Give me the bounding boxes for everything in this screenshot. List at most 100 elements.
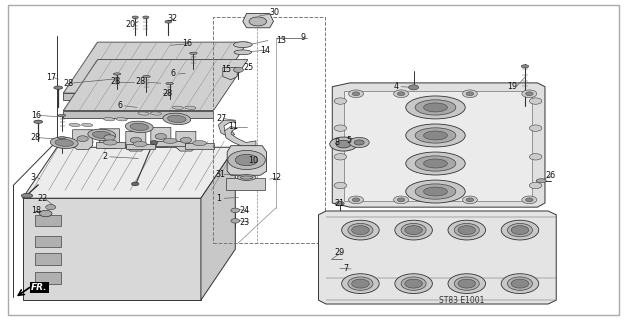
Text: 16: 16 [31, 111, 41, 120]
Circle shape [466, 92, 473, 96]
Text: FR.: FR. [31, 283, 48, 292]
Text: 9: 9 [301, 33, 306, 42]
Text: 6: 6 [171, 69, 176, 78]
Polygon shape [151, 127, 171, 147]
Text: 31: 31 [216, 170, 226, 179]
Circle shape [352, 198, 360, 202]
Text: 18: 18 [31, 206, 41, 215]
Ellipse shape [415, 100, 456, 115]
Circle shape [352, 226, 369, 235]
Circle shape [180, 137, 191, 143]
Text: 28: 28 [63, 79, 73, 88]
Text: 24: 24 [240, 206, 250, 215]
Ellipse shape [455, 277, 479, 290]
Bar [35, 236, 61, 247]
Text: 7: 7 [344, 264, 349, 274]
Bar [35, 215, 61, 226]
Ellipse shape [163, 113, 191, 124]
Polygon shape [201, 147, 235, 300]
Ellipse shape [138, 112, 149, 115]
Ellipse shape [233, 42, 252, 48]
Polygon shape [223, 68, 237, 80]
Ellipse shape [424, 103, 448, 112]
Circle shape [511, 279, 529, 288]
Ellipse shape [143, 76, 150, 78]
Ellipse shape [406, 96, 465, 119]
Ellipse shape [395, 220, 433, 240]
Text: 8: 8 [335, 138, 340, 147]
Ellipse shape [249, 17, 266, 26]
Ellipse shape [237, 175, 256, 180]
Circle shape [525, 92, 533, 96]
Ellipse shape [50, 137, 78, 148]
Circle shape [150, 140, 158, 144]
Text: 10: 10 [248, 156, 258, 164]
Circle shape [354, 140, 364, 145]
Circle shape [352, 92, 360, 96]
Bar [213, 17, 325, 243]
Circle shape [394, 196, 409, 204]
Polygon shape [218, 120, 235, 137]
Text: 13: 13 [276, 36, 286, 45]
Text: 29: 29 [335, 248, 345, 257]
Ellipse shape [113, 73, 121, 75]
Ellipse shape [55, 139, 73, 146]
Circle shape [466, 198, 473, 202]
Text: 2: 2 [103, 152, 108, 161]
Ellipse shape [58, 114, 66, 116]
Ellipse shape [58, 137, 66, 139]
Ellipse shape [415, 128, 456, 143]
Text: 16: 16 [182, 39, 192, 48]
Text: 32: 32 [168, 14, 178, 23]
Ellipse shape [342, 274, 379, 293]
Circle shape [525, 198, 533, 202]
Text: 23: 23 [240, 218, 250, 227]
Circle shape [330, 137, 357, 151]
Ellipse shape [88, 129, 115, 140]
Ellipse shape [172, 106, 184, 109]
Polygon shape [224, 126, 256, 147]
Circle shape [349, 196, 364, 204]
Text: 3: 3 [31, 173, 36, 182]
Ellipse shape [34, 120, 43, 123]
Polygon shape [63, 60, 248, 111]
Text: 22: 22 [37, 194, 47, 203]
Circle shape [132, 182, 139, 186]
Circle shape [77, 136, 88, 141]
Circle shape [405, 279, 423, 288]
Ellipse shape [424, 187, 448, 196]
Ellipse shape [401, 277, 426, 290]
Circle shape [334, 154, 347, 160]
Bar [35, 253, 61, 265]
Text: 28: 28 [31, 133, 41, 142]
Circle shape [334, 125, 347, 131]
Ellipse shape [240, 176, 253, 179]
Ellipse shape [406, 180, 465, 203]
Circle shape [130, 137, 142, 143]
Circle shape [231, 219, 240, 223]
Ellipse shape [507, 277, 532, 290]
Circle shape [334, 98, 347, 104]
Polygon shape [156, 141, 184, 146]
Ellipse shape [415, 156, 456, 171]
Ellipse shape [185, 106, 196, 109]
Circle shape [405, 226, 423, 235]
Circle shape [462, 90, 477, 98]
Ellipse shape [125, 121, 153, 132]
Circle shape [394, 90, 409, 98]
Circle shape [336, 140, 351, 148]
Circle shape [231, 208, 240, 212]
Circle shape [233, 67, 243, 72]
Circle shape [522, 196, 537, 204]
Circle shape [40, 210, 52, 217]
Ellipse shape [424, 159, 448, 168]
Text: 11: 11 [228, 122, 238, 131]
Text: 28: 28 [110, 77, 120, 86]
Bar [226, 178, 265, 190]
Ellipse shape [501, 274, 539, 293]
Text: 28: 28 [162, 89, 172, 98]
Ellipse shape [501, 220, 539, 240]
Circle shape [228, 150, 265, 170]
Polygon shape [73, 130, 93, 149]
Ellipse shape [536, 179, 546, 183]
